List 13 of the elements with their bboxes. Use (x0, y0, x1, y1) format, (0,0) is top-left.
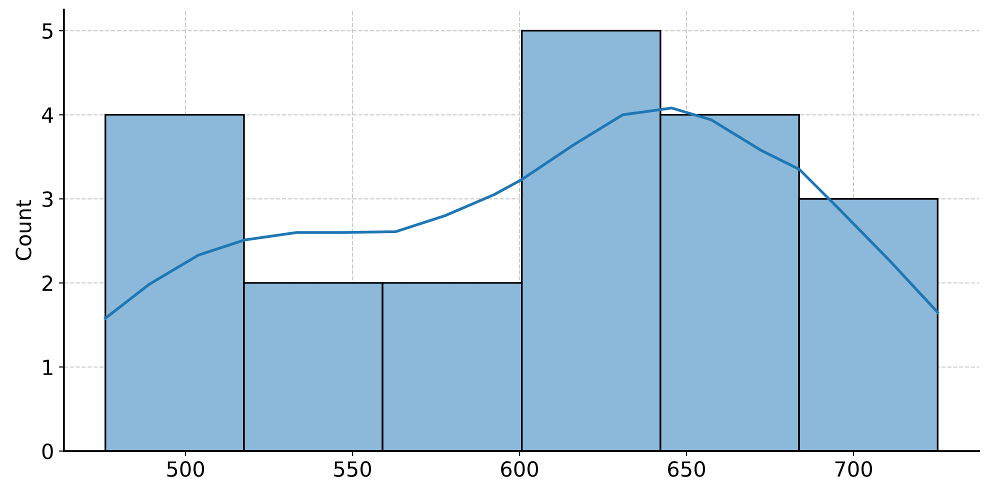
line-series (104, 106, 940, 320)
x-tick-label: 600 (501, 461, 538, 477)
x-tick-label: 550 (334, 461, 372, 477)
y-tick-label: 4 (42, 108, 54, 123)
y-tick-label: 3 (42, 191, 53, 208)
y-tick-label: 0 (42, 444, 53, 460)
x-tick-label: 650 (668, 461, 706, 477)
y-tick-label: 2 (42, 275, 52, 291)
y-tick-label: 5 (42, 23, 52, 39)
y-tick-label: 1 (43, 360, 52, 375)
x-tick-label: 500 (167, 461, 204, 477)
y-axis-title: Count (16, 200, 32, 260)
x-tick-label: 700 (835, 461, 872, 477)
